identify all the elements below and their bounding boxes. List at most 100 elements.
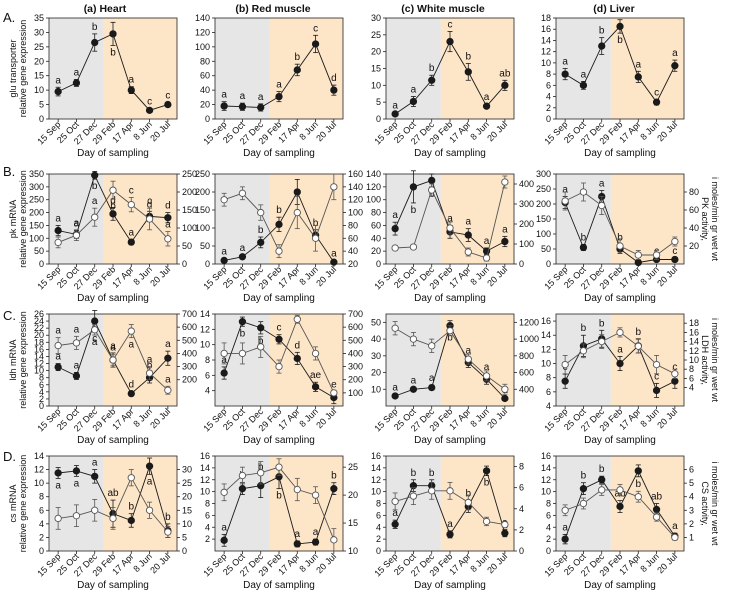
y-tick-label: 6 bbox=[376, 510, 381, 520]
filled-data-point bbox=[54, 363, 62, 371]
significance-label: a bbox=[240, 243, 246, 254]
significance-label: a bbox=[562, 57, 568, 68]
filled-data-point bbox=[91, 171, 99, 179]
significance-label: a bbox=[392, 100, 398, 111]
y-tick-label: 4 bbox=[205, 522, 210, 532]
y-tick-label: 200 bbox=[29, 208, 44, 218]
filled-data-point bbox=[275, 92, 283, 101]
x-axis-title: Day of sampling bbox=[584, 435, 656, 446]
x-axis-title: Day of sampling bbox=[77, 580, 149, 591]
filled-data-point bbox=[91, 472, 99, 481]
y-tick-label: 0 bbox=[546, 546, 551, 556]
open-data-point bbox=[109, 514, 117, 523]
filled-data-point bbox=[72, 79, 81, 87]
y2-tick-label: 15 bbox=[182, 505, 192, 515]
y-axis-title-line: relative gene expression bbox=[18, 311, 28, 409]
y-tick-label: 6 bbox=[39, 505, 44, 515]
filled-data-point bbox=[579, 485, 588, 493]
significance-label: b bbox=[484, 478, 490, 489]
y2-tick-label: 300 bbox=[519, 199, 534, 209]
significance-label: b bbox=[331, 471, 337, 482]
y-tick-label: 4 bbox=[546, 401, 551, 411]
significance-label: a bbox=[392, 508, 398, 519]
y2-tick-label: 200 bbox=[519, 219, 534, 229]
y-tick-label: 2 bbox=[376, 534, 381, 544]
significance-label: a bbox=[165, 220, 171, 231]
y-tick-label: 40 bbox=[371, 334, 381, 344]
y2-tick-label: 60 bbox=[689, 205, 699, 215]
significance-label: b bbox=[276, 205, 282, 216]
y2-tick-label: 400 bbox=[519, 179, 534, 189]
significance-label: a bbox=[74, 67, 80, 78]
significance-label: c bbox=[448, 19, 453, 30]
filled-data-point bbox=[482, 102, 491, 110]
y2-tick-label: 200 bbox=[182, 187, 197, 197]
filled-data-point bbox=[671, 255, 679, 264]
open-data-point bbox=[257, 469, 265, 477]
y2-tick-label: 4 bbox=[689, 383, 694, 393]
y-tick-label: 22 bbox=[34, 323, 44, 333]
y2-tick-label: 120 bbox=[348, 195, 363, 205]
y2-tick-label: 2 bbox=[519, 525, 524, 535]
significance-label: a bbox=[672, 48, 678, 59]
open-data-point bbox=[634, 493, 642, 501]
y-tick-label: 4 bbox=[39, 387, 44, 397]
filled-data-point bbox=[54, 226, 62, 235]
filled-data-point bbox=[238, 485, 247, 493]
filled-data-point bbox=[311, 40, 320, 48]
y2-tick-label: 30 bbox=[182, 465, 192, 475]
x-axis-title: Day of sampling bbox=[77, 293, 149, 304]
y2-tick-label: 40 bbox=[348, 246, 358, 256]
y-axis-title-line: cs mRNA bbox=[8, 485, 18, 523]
significance-label: b bbox=[447, 333, 453, 344]
open-data-point bbox=[561, 360, 569, 369]
x-axis-title: Day of sampling bbox=[584, 148, 656, 159]
y-tick-label: 0 bbox=[39, 259, 44, 269]
filled-data-point bbox=[238, 253, 247, 261]
y2-tick-label: 600 bbox=[519, 368, 534, 378]
y-axis-title-line: relative gene expression bbox=[18, 20, 28, 118]
open-data-point bbox=[220, 349, 228, 358]
y-tick-label: 0 bbox=[376, 114, 381, 124]
x-tick-label: 20 Jul bbox=[655, 406, 679, 430]
x-axis-title: Day of sampling bbox=[584, 293, 656, 304]
x-axis-title: Day of sampling bbox=[243, 435, 315, 446]
y2-tick-label: 80 bbox=[348, 220, 358, 230]
y-tick-label: 0 bbox=[376, 259, 381, 269]
significance-label: b bbox=[240, 328, 246, 339]
y-tick-label: 300 bbox=[29, 182, 44, 192]
y-axis-title-row-b: pk mRNA relative gene expression bbox=[8, 170, 28, 268]
x-axis-title: Day of sampling bbox=[243, 580, 315, 591]
y-tick-label: 6 bbox=[546, 80, 551, 90]
significance-label: b bbox=[429, 468, 435, 479]
y-tick-label: 40 bbox=[200, 85, 210, 95]
filled-data-point bbox=[428, 383, 436, 392]
open-data-point bbox=[652, 513, 661, 521]
y2-tick-label: 400 bbox=[519, 384, 534, 394]
y-tick-label: 4 bbox=[546, 522, 551, 532]
summer-shade bbox=[269, 18, 343, 119]
y-tick-label: 200 bbox=[195, 187, 210, 197]
y-tick-label: 10 bbox=[34, 366, 44, 376]
open-data-point bbox=[91, 213, 99, 221]
column-title-red-muscle: (b) Red muscle bbox=[235, 3, 310, 15]
filled-data-point bbox=[91, 317, 99, 325]
filled-data-point bbox=[275, 220, 283, 229]
y-tick-label: 8 bbox=[205, 499, 210, 509]
filled-data-point bbox=[579, 243, 588, 252]
significance-label: a bbox=[221, 90, 227, 101]
y-tick-label: 0 bbox=[205, 259, 210, 269]
y-tick-label: 20 bbox=[371, 368, 381, 378]
significance-label: b bbox=[258, 225, 264, 236]
y-tick-label: 26 bbox=[34, 309, 44, 319]
y-tick-label: 6 bbox=[205, 370, 210, 380]
y-tick-label: 4 bbox=[376, 522, 381, 532]
y-tick-label: 20 bbox=[371, 47, 381, 57]
filled-data-point bbox=[428, 176, 436, 185]
y-tick-label: 8 bbox=[546, 373, 551, 383]
significance-label: a bbox=[165, 374, 171, 385]
